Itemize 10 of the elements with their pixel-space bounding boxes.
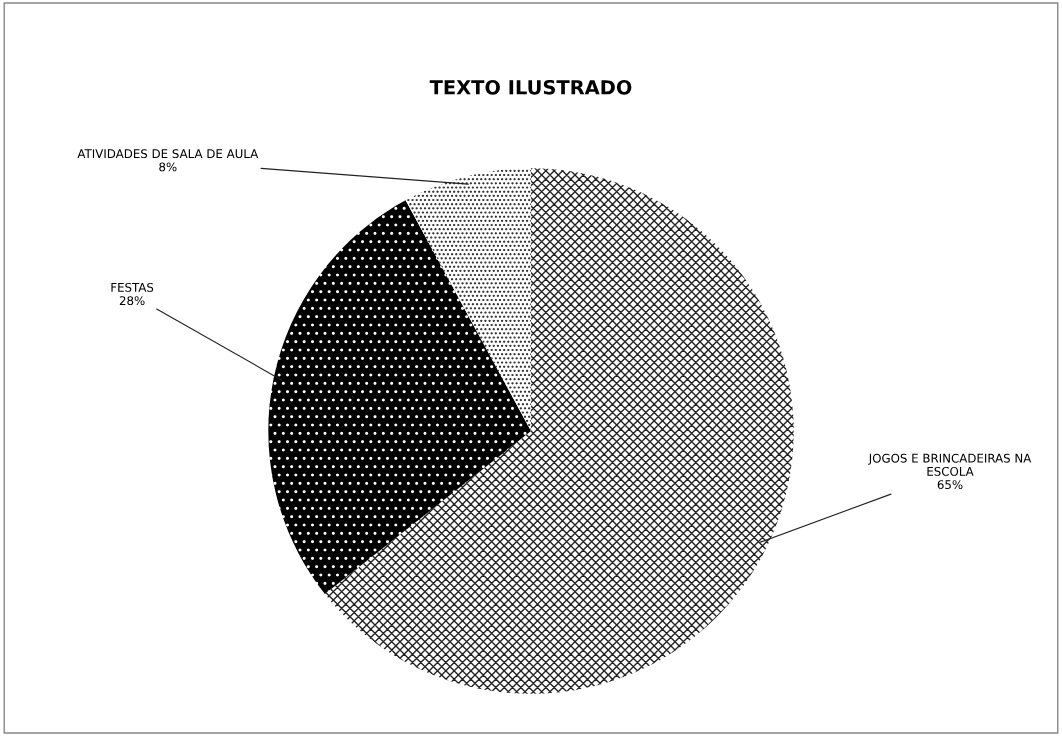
data-label: 8% <box>159 162 177 172</box>
chart-title: TEXTO ILUSTRADO <box>429 79 632 95</box>
data-label: 65% <box>937 480 963 490</box>
pie-slice <box>324 168 794 694</box>
slice-label: FESTAS <box>111 282 154 292</box>
slice-label: JOGOS E BRINCADEIRAS NA ESCOLA <box>868 453 1032 476</box>
pie-slice <box>405 168 531 432</box>
pie-slice <box>268 200 531 594</box>
data-label: 28% <box>119 296 145 306</box>
slice-label: ATIVIDADES DE SALA DE AULA <box>77 149 259 159</box>
